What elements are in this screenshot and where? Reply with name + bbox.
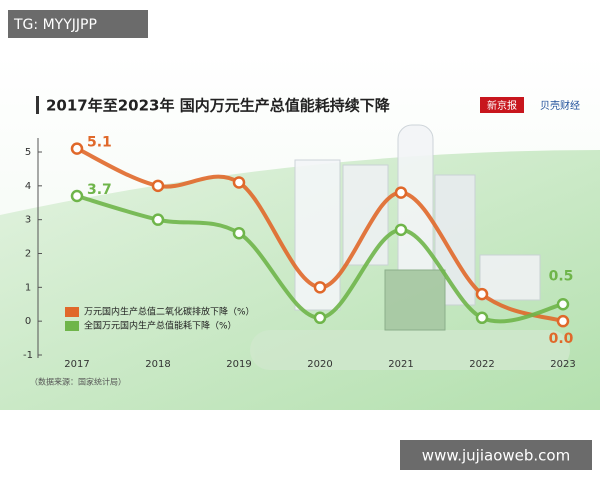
data-point [70, 189, 84, 203]
x-tick-label: 2023 [550, 359, 575, 370]
x-tick-label: 2020 [307, 359, 332, 370]
city-illustration [250, 124, 570, 370]
legend-label: 万元国内生产总值二氧化碳排放下降（%） [84, 306, 255, 318]
data-point [475, 287, 489, 301]
data-point [313, 311, 327, 325]
legend-swatch [65, 321, 79, 331]
y-tick-label: 2 [25, 249, 31, 260]
watermark-box [8, 10, 148, 38]
x-tick-label: 2019 [226, 359, 251, 370]
data-point [556, 298, 570, 311]
data-point [556, 314, 570, 328]
logo: 贝壳财经 [540, 99, 580, 112]
data-label: 5.1 [87, 135, 112, 151]
data-point [151, 179, 165, 193]
logo-box [480, 97, 524, 113]
logo: 新京报 [487, 99, 517, 112]
data-label: 0.5 [549, 268, 574, 284]
data-point [151, 213, 165, 226]
chart-title: 2017年至2023年 国内万元生产总值能耗持续下降 [46, 97, 391, 115]
source: （数据来源：国家统计局） [30, 377, 126, 387]
y-tick-label: 0 [25, 316, 31, 327]
data-point [394, 223, 408, 237]
y-tick-label: 1 [25, 282, 31, 293]
y-tick-label: 4 [25, 181, 31, 192]
data-label: 0.0 [549, 331, 574, 347]
legend-label: 全国万元国内生产总值能耗下降（%） [84, 320, 237, 332]
data-point [475, 311, 489, 325]
data-point [232, 176, 246, 189]
y-tick-label: 5 [25, 147, 31, 158]
site-box [400, 440, 592, 470]
legend-swatch [65, 307, 79, 317]
x-tick-label: 2022 [469, 359, 494, 370]
data-label: 3.7 [87, 182, 112, 198]
data-point [70, 142, 84, 155]
y-tick-label: -1 [23, 350, 33, 361]
data-point [313, 281, 327, 294]
y-tick-label: 3 [25, 215, 31, 226]
x-tick-label: 2018 [145, 359, 170, 370]
data-point [232, 226, 246, 240]
x-tick-label: 2021 [388, 359, 413, 370]
x-tick-label: 2017 [64, 359, 89, 370]
title-bar [36, 96, 39, 114]
watermark: TG: MYYJJPP [13, 17, 97, 33]
data-point [394, 186, 408, 199]
site: www.jujiaoweb.com [422, 447, 570, 465]
